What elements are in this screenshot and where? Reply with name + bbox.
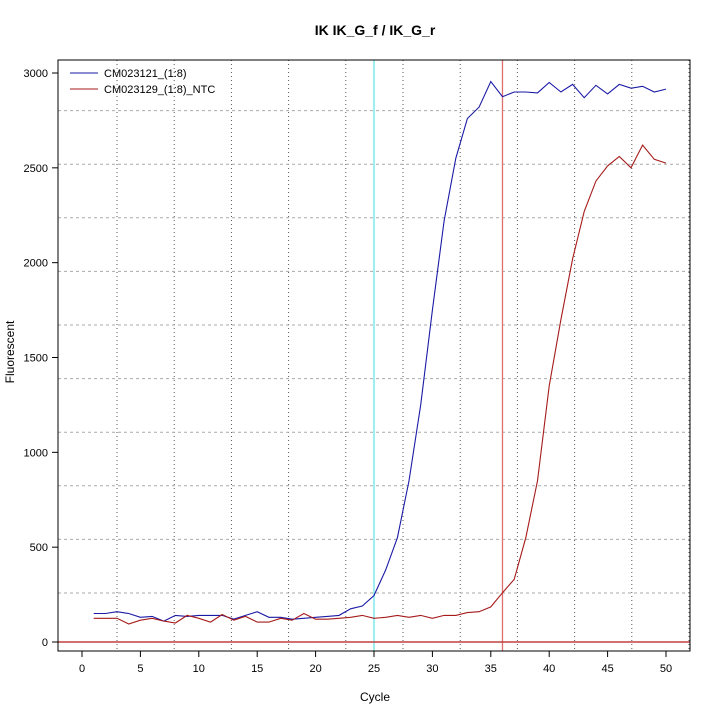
x-tick-label: 35 [485,663,497,675]
legend-label: CM023121_(1:8) [104,68,187,80]
reference-lines [58,60,690,651]
series-line-2 [93,144,667,625]
y-tick-label: 1500 [24,353,48,365]
x-tick-label: 50 [660,663,672,675]
x-axis-label: Cycle [360,690,390,704]
x-axis: 0 5 10 15 20 25 30 35 40 45 50 [79,650,672,675]
x-tick-label: 20 [309,663,321,675]
chart-title: IK IK_G_f / IK_G_r [315,22,436,38]
legend-label: CM023129_(1:8)_NTC [104,84,215,96]
y-tick-label: 1000 [24,447,48,459]
y-tick-label: 2000 [24,258,48,270]
y-tick-label: 500 [30,542,48,554]
x-tick-label: 5 [137,663,143,675]
x-tick-label: 40 [543,663,555,675]
x-tick-label: 15 [251,663,263,675]
x-tick-label: 45 [601,663,613,675]
y-axis: 0 500 1000 1500 2000 2500 3000 [24,68,58,649]
series-lines [93,80,667,625]
x-tick-label: 30 [426,663,438,675]
x-tick-label: 10 [193,663,205,675]
legend: CM023121_(1:8) CM023129_(1:8)_NTC [70,68,215,96]
x-tick-label: 25 [368,663,380,675]
x-tick-label: 0 [79,663,85,675]
y-tick-label: 3000 [24,68,48,80]
y-tick-label: 2500 [24,163,48,175]
y-axis-label: Fluorescent [3,320,17,383]
y-tick-label: 0 [42,637,48,649]
grid [58,60,690,651]
